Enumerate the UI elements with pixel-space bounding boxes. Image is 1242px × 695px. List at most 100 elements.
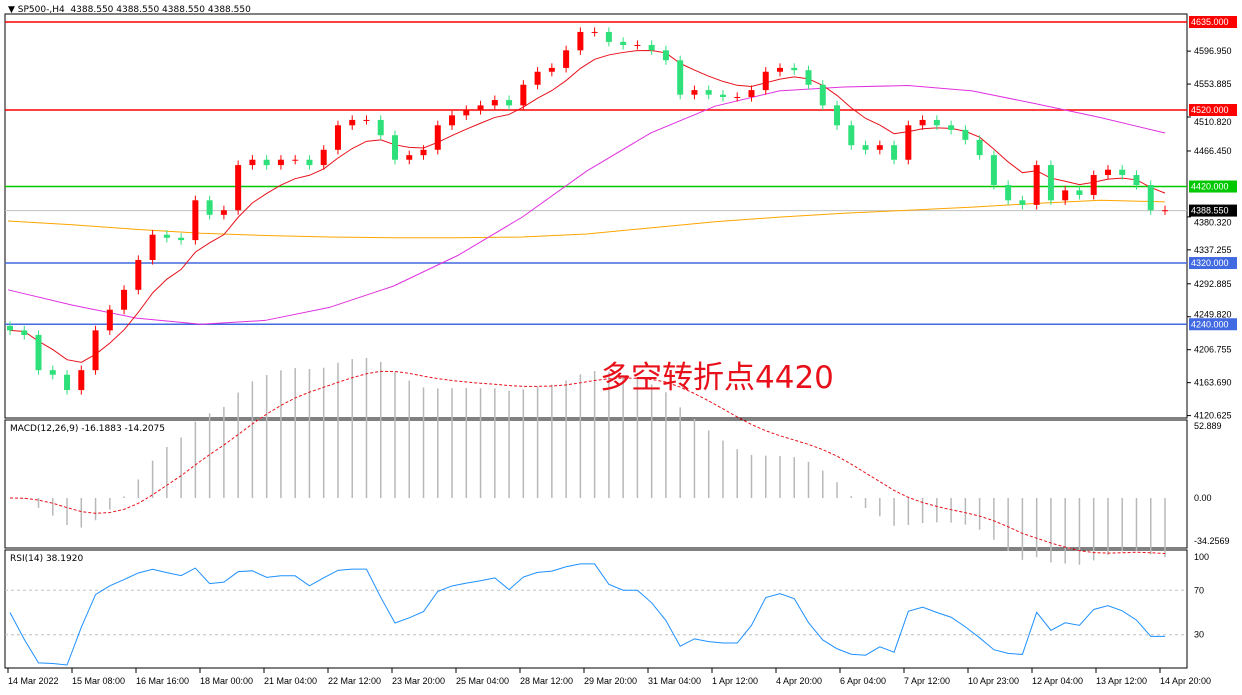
candle-body bbox=[434, 125, 441, 150]
x-tick-label: 28 Mar 12:00 bbox=[520, 676, 573, 686]
x-tick-label: 10 Apr 23:00 bbox=[968, 676, 1019, 686]
candle-body bbox=[1133, 175, 1140, 185]
y-tick-label: 4380.320 bbox=[1194, 218, 1232, 228]
x-tick-label: 18 Mar 00:00 bbox=[200, 676, 253, 686]
x-tick-label: 21 Mar 04:00 bbox=[264, 676, 317, 686]
level-tag bbox=[1189, 180, 1237, 193]
candle-body bbox=[21, 330, 28, 335]
candle-body bbox=[334, 125, 341, 150]
candle-body bbox=[719, 94, 726, 97]
level-tag bbox=[1189, 318, 1237, 331]
candle-body bbox=[691, 90, 698, 95]
candle-body bbox=[748, 90, 755, 97]
candle-body bbox=[591, 31, 598, 33]
candle-body bbox=[1005, 184, 1012, 201]
x-tick-label: 16 Mar 16:00 bbox=[136, 676, 189, 686]
candle-body bbox=[1033, 165, 1040, 205]
candle-body bbox=[249, 159, 256, 166]
candle-body bbox=[1147, 184, 1154, 211]
candle-body bbox=[292, 159, 299, 161]
candle-body bbox=[463, 109, 470, 116]
candle-body bbox=[891, 145, 898, 160]
rsi-panel bbox=[4, 549, 1188, 669]
symbol-label: SP500-,H4 bbox=[17, 5, 65, 15]
x-tick-label: 7 Apr 12:00 bbox=[904, 676, 950, 686]
candle-body bbox=[363, 119, 370, 121]
current-price-tag bbox=[1189, 204, 1237, 217]
candle-body bbox=[962, 129, 969, 140]
level-tag bbox=[1189, 16, 1237, 28]
macd-signal-line bbox=[9, 370, 1166, 555]
candle-body bbox=[406, 155, 413, 160]
candle-body bbox=[78, 370, 85, 391]
candle-body bbox=[477, 105, 484, 110]
candle-body bbox=[791, 67, 798, 71]
level-label: 4635.000 bbox=[1191, 17, 1229, 27]
candle-body bbox=[620, 41, 627, 45]
rsi-tick-label: 30 bbox=[1194, 630, 1204, 640]
candle-body bbox=[92, 330, 99, 371]
candle-body bbox=[1062, 190, 1069, 201]
candle-body bbox=[106, 309, 113, 331]
y-tick-label: 4292.885 bbox=[1194, 279, 1232, 289]
candle-body bbox=[206, 200, 213, 215]
candle-body bbox=[506, 100, 513, 106]
rsi-tick-label: 70 bbox=[1194, 585, 1204, 595]
x-tick-label: 29 Mar 20:00 bbox=[584, 676, 637, 686]
candle-body bbox=[634, 44, 641, 46]
y-tick-label: 4596.950 bbox=[1194, 46, 1232, 56]
candle-body bbox=[320, 149, 327, 166]
candle-body bbox=[677, 60, 684, 95]
x-tick-label: 13 Apr 12:00 bbox=[1096, 676, 1147, 686]
candle-body bbox=[392, 135, 398, 160]
rsi-label: RSI(14) 38.1920 bbox=[10, 554, 84, 564]
level-label: 4420.000 bbox=[1191, 182, 1229, 192]
macd-label: MACD(12,26,9) -16.1883 -14.2075 bbox=[10, 424, 166, 434]
candle-body bbox=[35, 334, 42, 371]
x-tick-label: 12 Apr 04:00 bbox=[1032, 676, 1083, 686]
candle-body bbox=[563, 50, 570, 68]
candle-body bbox=[1162, 210, 1168, 212]
candle-body bbox=[263, 159, 270, 166]
candle-body bbox=[64, 374, 71, 391]
candle-body bbox=[149, 234, 156, 260]
rsi-line bbox=[9, 563, 1165, 666]
x-tick-label: 6 Apr 04:00 bbox=[840, 676, 886, 686]
candle-body bbox=[235, 165, 242, 211]
candle-body bbox=[449, 115, 456, 126]
candle-body bbox=[49, 370, 56, 375]
candle-body bbox=[990, 155, 997, 185]
candle-body bbox=[1047, 165, 1054, 201]
candle-body bbox=[178, 237, 185, 241]
candle-body bbox=[306, 159, 313, 166]
y-tick-label: 4120.625 bbox=[1194, 411, 1232, 421]
level-label: 4320.000 bbox=[1191, 258, 1229, 268]
candle-body bbox=[605, 31, 612, 42]
candle-body bbox=[777, 67, 783, 72]
candle-body bbox=[876, 145, 883, 150]
y-tick-label: 4553.885 bbox=[1194, 79, 1232, 89]
current-price-label: 4388.550 bbox=[1191, 206, 1229, 216]
candle-body bbox=[349, 119, 356, 126]
candle-body bbox=[135, 259, 142, 290]
macd-tick-label: 0.00 bbox=[1194, 493, 1212, 503]
main-panel bbox=[4, 13, 1188, 419]
annotation-text: 多空转折点4420 bbox=[600, 360, 834, 396]
x-tick-label: 15 Mar 08:00 bbox=[72, 676, 125, 686]
candle-body bbox=[933, 119, 940, 126]
candle-body bbox=[548, 67, 555, 72]
x-tick-label: 14 Apr 20:00 bbox=[1160, 676, 1211, 686]
candle-body bbox=[948, 125, 955, 130]
candle-body bbox=[762, 71, 769, 91]
level-label: 4520.000 bbox=[1191, 105, 1229, 115]
candle-body bbox=[220, 210, 227, 215]
candle-body bbox=[1019, 200, 1026, 205]
candle-body bbox=[420, 149, 427, 156]
candle-body bbox=[277, 159, 284, 166]
candle-body bbox=[834, 105, 841, 126]
candle-body bbox=[1104, 169, 1111, 176]
level-label: 4240.000 bbox=[1191, 319, 1229, 329]
candle-body bbox=[520, 84, 527, 106]
